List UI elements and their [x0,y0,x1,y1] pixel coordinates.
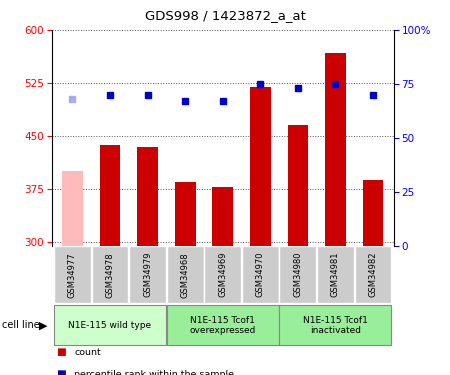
Text: ■: ■ [56,348,66,357]
Text: GSM34968: GSM34968 [180,252,189,297]
Bar [137,147,158,246]
Text: N1E-115 wild type: N1E-115 wild type [68,321,152,330]
Bar [54,246,91,303]
Text: N1E-115 Tcof1
overexpressed: N1E-115 Tcof1 overexpressed [189,316,256,335]
Text: GSM34977: GSM34977 [68,252,77,297]
Text: GSM34978: GSM34978 [105,252,114,297]
Text: GSM34981: GSM34981 [331,252,340,297]
Bar [355,246,392,303]
Bar [250,87,270,246]
Text: GDS998 / 1423872_a_at: GDS998 / 1423872_a_at [144,9,306,22]
Text: cell line: cell line [2,320,40,330]
Bar [129,246,166,303]
Bar [279,306,392,345]
Text: GSM34980: GSM34980 [293,252,302,297]
Text: N1E-115 Tcof1
inactivated: N1E-115 Tcof1 inactivated [303,316,368,335]
Bar [62,171,83,246]
Text: ▶: ▶ [40,320,48,330]
Text: percentile rank within the sample: percentile rank within the sample [74,370,234,375]
Bar [317,246,354,303]
Bar [325,53,346,246]
Bar [242,246,279,303]
Bar [279,246,316,303]
Bar [175,182,195,246]
Bar [167,246,203,303]
Bar [288,126,308,246]
Bar [167,306,279,345]
Bar [54,306,166,345]
Bar [204,246,241,303]
Bar [212,187,233,246]
Text: GSM34982: GSM34982 [369,252,378,297]
Text: GSM34970: GSM34970 [256,252,265,297]
Bar [363,180,383,246]
Bar [92,246,128,303]
Text: GSM34979: GSM34979 [143,252,152,297]
Bar [99,145,120,246]
Text: ■: ■ [56,369,66,375]
Text: GSM34969: GSM34969 [218,252,227,297]
Text: count: count [74,348,101,357]
